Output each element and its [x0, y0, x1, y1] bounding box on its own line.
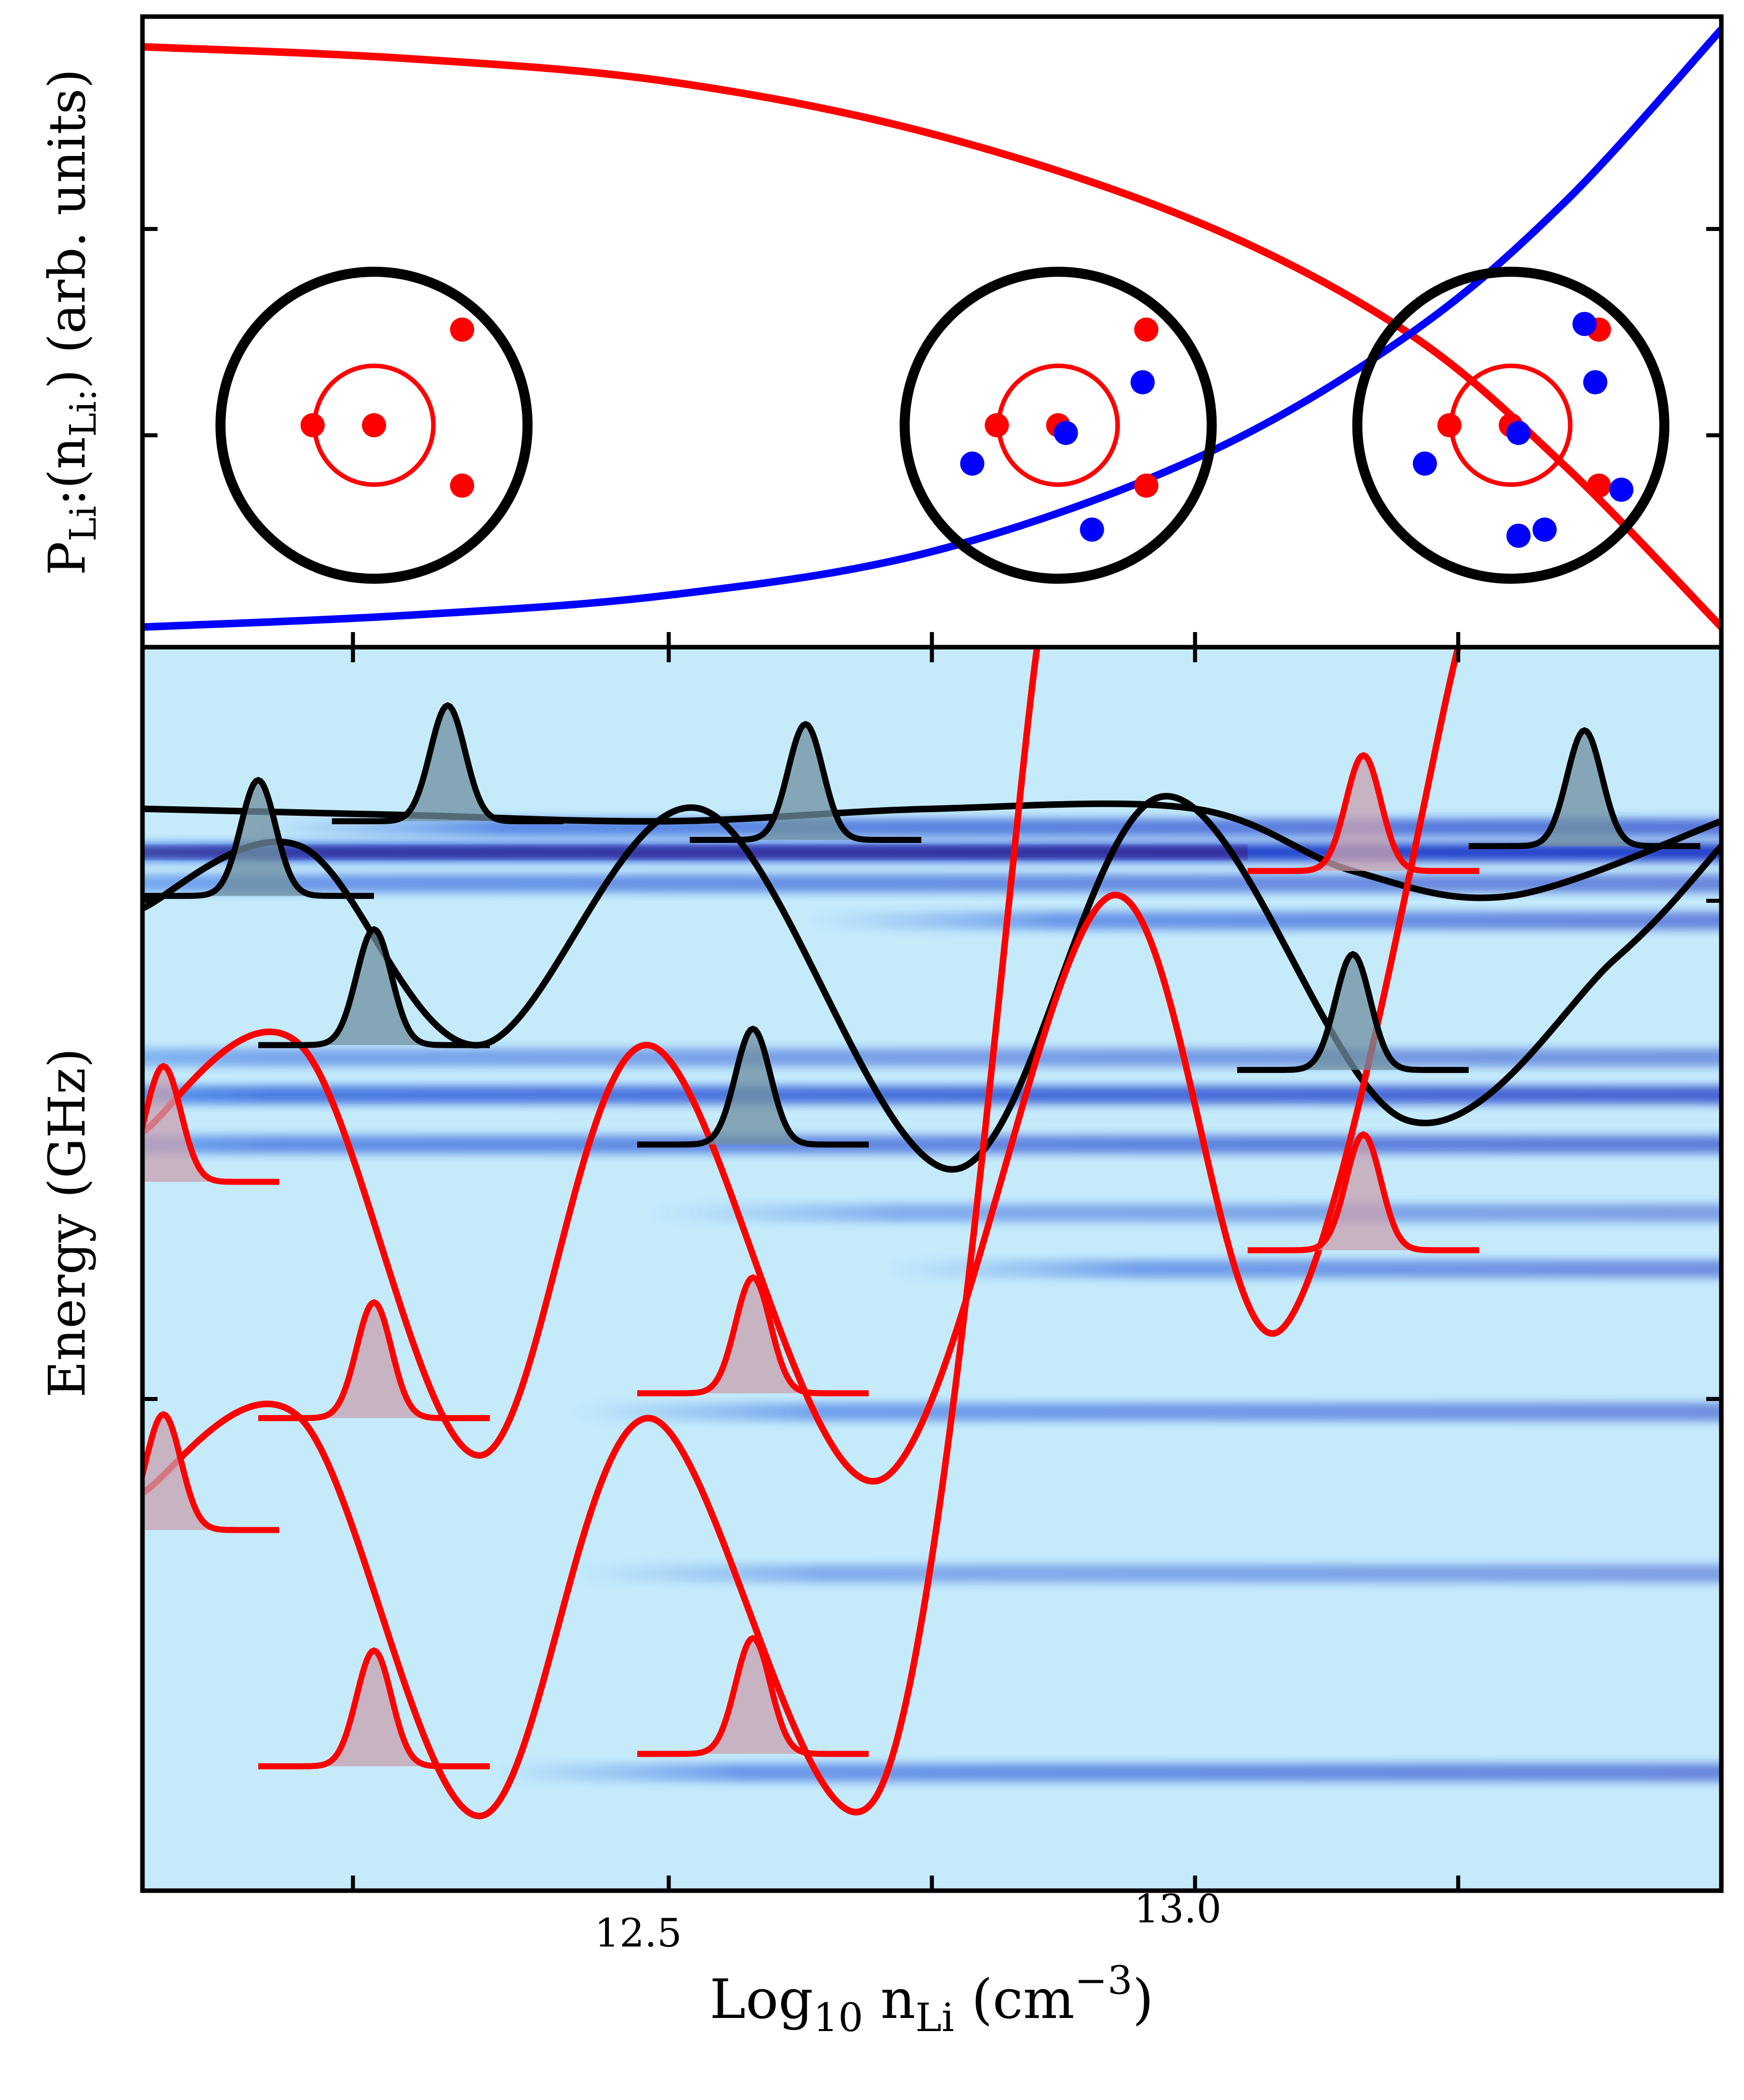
axis-ticks — [142, 227, 1721, 1891]
bottom-y-axis-label: Energy (GHz) — [38, 1048, 97, 1397]
potential-curve-2 — [142, 647, 1462, 1485]
blue-probability-curve — [142, 27, 1721, 631]
top-y-axis-label: PLi:(nLi:) (arb. units) — [38, 69, 104, 576]
heatmap-band — [142, 1048, 1721, 1067]
wavepacket — [637, 1025, 869, 1148]
wavepacket — [142, 1411, 279, 1533]
x-axis-label: Log10 nLi (cm−3) — [710, 1958, 1154, 2041]
wavepacket — [258, 926, 490, 1048]
wavepacket-fill — [1247, 1134, 1479, 1251]
heatmap-band — [142, 818, 1721, 837]
atom-0 — [215, 267, 533, 584]
wavepacket — [1469, 727, 1701, 849]
wavepacket — [258, 1647, 490, 1769]
wavepacket-fill — [258, 929, 490, 1045]
heatmap-band — [142, 1763, 1721, 1782]
wavepacket — [142, 776, 374, 899]
heatmap-bands — [142, 818, 1721, 1782]
heatmap-band — [142, 1204, 1721, 1222]
wavepacket — [637, 1635, 869, 1757]
wavepacket — [1247, 1131, 1479, 1254]
heatmap-band — [142, 1135, 1721, 1154]
heatmap-band-core — [142, 848, 1248, 857]
wavepacket-fill — [332, 705, 564, 821]
red-probability-curve — [142, 43, 1721, 630]
wavepacket-fill — [258, 1302, 490, 1418]
wavepacket-fill — [142, 1414, 279, 1530]
wavepacket-fill — [690, 724, 922, 840]
wavepacket-fill — [142, 1066, 279, 1182]
wavepacket — [332, 702, 564, 824]
atom-schematics — [215, 267, 1670, 584]
heatmap-band — [142, 1085, 1721, 1104]
potential-curve-3 — [142, 647, 1041, 1820]
wavepacket-fill — [142, 780, 374, 896]
wavepacket — [690, 721, 922, 843]
wavepacket-fill — [637, 1638, 869, 1754]
wavepacket — [637, 1274, 869, 1396]
wavepacket — [1247, 752, 1479, 874]
wavepacket-fill — [1247, 755, 1479, 871]
potential-curve-1 — [142, 793, 1721, 1173]
wavepacket-fill — [637, 1029, 869, 1145]
wavepacket-fill — [1237, 954, 1469, 1070]
x-tick-label-13-0: 13.0 — [1134, 1887, 1222, 1932]
atom-1 — [899, 267, 1217, 584]
probability-curves — [142, 27, 1721, 631]
x-tick-label-12-5: 12.5 — [594, 1911, 682, 1956]
heatmap-band — [142, 1260, 1721, 1278]
wavepacket-fill — [258, 1650, 490, 1766]
wavepacket-fill — [1469, 730, 1701, 846]
heatmap-band — [142, 874, 1721, 893]
atom-2 — [1352, 267, 1670, 584]
wavepackets — [142, 702, 1701, 1769]
wavepacket — [258, 1299, 490, 1421]
heatmap-band — [142, 911, 1721, 930]
wavepacket — [142, 1062, 279, 1185]
wavepacket — [1237, 951, 1469, 1073]
wavepacket-fill — [637, 1277, 869, 1393]
